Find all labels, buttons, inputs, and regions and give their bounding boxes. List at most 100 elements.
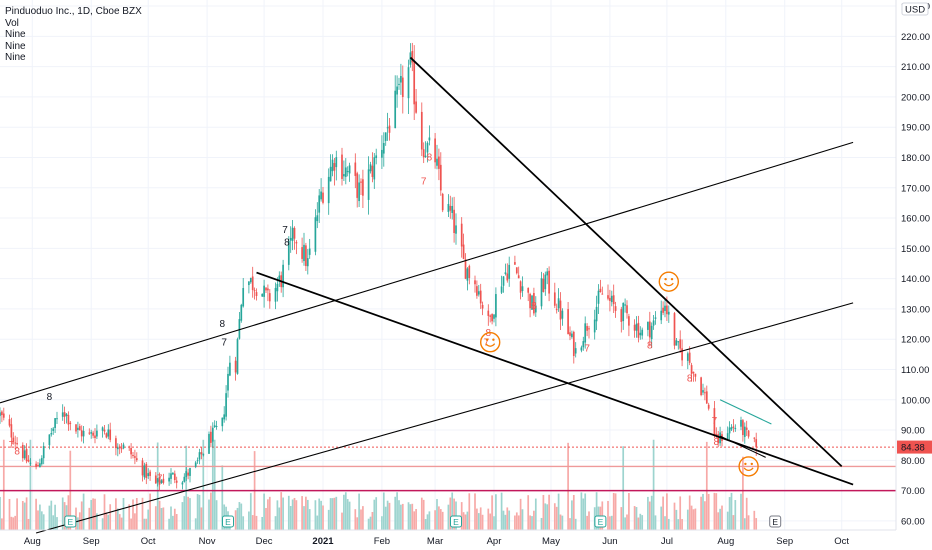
time-tick-label: Apr bbox=[487, 536, 502, 547]
candle-body bbox=[198, 452, 201, 460]
time-tick-label: 2021 bbox=[312, 536, 334, 547]
smiley-face bbox=[738, 456, 759, 477]
volume-bar bbox=[149, 493, 151, 530]
candle-body bbox=[0, 412, 1, 416]
volume-bar bbox=[396, 492, 398, 530]
volume-bar bbox=[381, 516, 383, 530]
smiley-mouth bbox=[743, 467, 754, 472]
candle-body bbox=[474, 280, 476, 285]
time-tick-label: Sep bbox=[83, 536, 100, 547]
volume-bar bbox=[268, 496, 271, 530]
candle-body bbox=[732, 426, 735, 428]
volume-bar bbox=[612, 492, 615, 530]
earnings-marker: E bbox=[64, 515, 77, 528]
volume-bar bbox=[650, 495, 653, 530]
candle-body bbox=[202, 453, 205, 456]
candle-body bbox=[559, 300, 562, 320]
volume-bar bbox=[506, 507, 509, 530]
volume-bar bbox=[181, 502, 184, 530]
volume-bar bbox=[0, 496, 1, 530]
candle-body bbox=[16, 443, 18, 445]
price-axis[interactable]: 60.00 70.00 80.00 90.00 100.00 110.00 120.00 13… bbox=[895, 0, 932, 530]
candle-body bbox=[677, 341, 680, 343]
volume-bar bbox=[168, 518, 170, 530]
earnings-marker: E bbox=[594, 515, 607, 528]
smiley-icon bbox=[738, 456, 759, 477]
candle-body bbox=[105, 433, 108, 438]
time-axis[interactable]: Aug Sep Oct Nov Dec 2021 Feb Mar Apr May Jun Jul Aug… bbox=[0, 529, 896, 547]
candle-body bbox=[194, 462, 197, 467]
volume-bar bbox=[287, 495, 290, 530]
candle-body bbox=[265, 287, 267, 291]
volume-bar bbox=[21, 500, 24, 530]
volume-bar bbox=[143, 518, 146, 530]
volume-bar bbox=[14, 515, 17, 530]
volume-bar bbox=[329, 498, 332, 530]
price-tick-label: 220.00 bbox=[901, 32, 930, 43]
candle-body bbox=[367, 169, 370, 200]
volume-bar bbox=[303, 506, 305, 530]
candle-body bbox=[500, 286, 503, 293]
volume-bar bbox=[647, 496, 649, 530]
earnings-box bbox=[450, 515, 462, 528]
candle-body bbox=[662, 307, 664, 313]
candle-body bbox=[261, 294, 264, 297]
price-tick-label: 160.00 bbox=[901, 214, 930, 225]
legend-indicator-1: Nine bbox=[5, 29, 26, 40]
volume-bar bbox=[318, 498, 321, 530]
volume-bar bbox=[508, 510, 511, 530]
candle-body bbox=[584, 323, 587, 343]
volume-bar bbox=[122, 497, 125, 530]
earnings-box bbox=[769, 515, 782, 528]
candle-body bbox=[705, 391, 708, 404]
candle-body bbox=[314, 217, 317, 252]
candle-body bbox=[109, 429, 112, 440]
candle-body bbox=[531, 295, 533, 310]
candle-body bbox=[426, 142, 429, 153]
candle-body bbox=[65, 413, 68, 416]
candle-body bbox=[620, 309, 623, 322]
volume-bar bbox=[677, 519, 680, 530]
candle-body bbox=[115, 438, 117, 449]
candle-body bbox=[715, 433, 718, 436]
candle-body bbox=[301, 247, 303, 259]
smiley-eye bbox=[492, 338, 495, 341]
candle-body bbox=[267, 288, 269, 291]
candle-body bbox=[221, 417, 224, 427]
candle-body bbox=[519, 281, 522, 293]
candle-body bbox=[544, 274, 547, 290]
horizontal-lines bbox=[0, 446, 896, 492]
volume-bar bbox=[333, 497, 336, 530]
volume-bar bbox=[160, 508, 163, 530]
candle-body bbox=[158, 477, 161, 485]
time-tick-label: Aug bbox=[717, 536, 734, 547]
candle-body bbox=[50, 432, 53, 435]
candle-body bbox=[240, 304, 243, 321]
candle-body bbox=[599, 288, 602, 293]
candle-body bbox=[293, 227, 296, 239]
volume-bar bbox=[622, 446, 625, 530]
candle-body bbox=[388, 125, 391, 133]
candle-body bbox=[533, 293, 535, 314]
count-label: 7 bbox=[157, 474, 163, 485]
volume-bar bbox=[386, 500, 389, 530]
count-label: 7 bbox=[421, 177, 427, 188]
price-tick-label: 70.00 bbox=[901, 486, 925, 497]
candle-body bbox=[455, 225, 457, 234]
count-label: 8 bbox=[687, 374, 693, 385]
volume-bar bbox=[411, 503, 414, 530]
candle-body bbox=[88, 432, 91, 434]
volume-bar bbox=[147, 509, 150, 530]
volume-bar bbox=[322, 505, 324, 530]
count-label: 8 bbox=[14, 446, 20, 457]
count-label: 7 bbox=[282, 225, 288, 236]
candle-body bbox=[652, 320, 655, 326]
volume-bar bbox=[582, 498, 585, 530]
volume-bar bbox=[384, 506, 387, 530]
volume-bar bbox=[654, 515, 657, 530]
candle-body bbox=[229, 362, 231, 376]
count-label: 7 bbox=[221, 337, 227, 348]
